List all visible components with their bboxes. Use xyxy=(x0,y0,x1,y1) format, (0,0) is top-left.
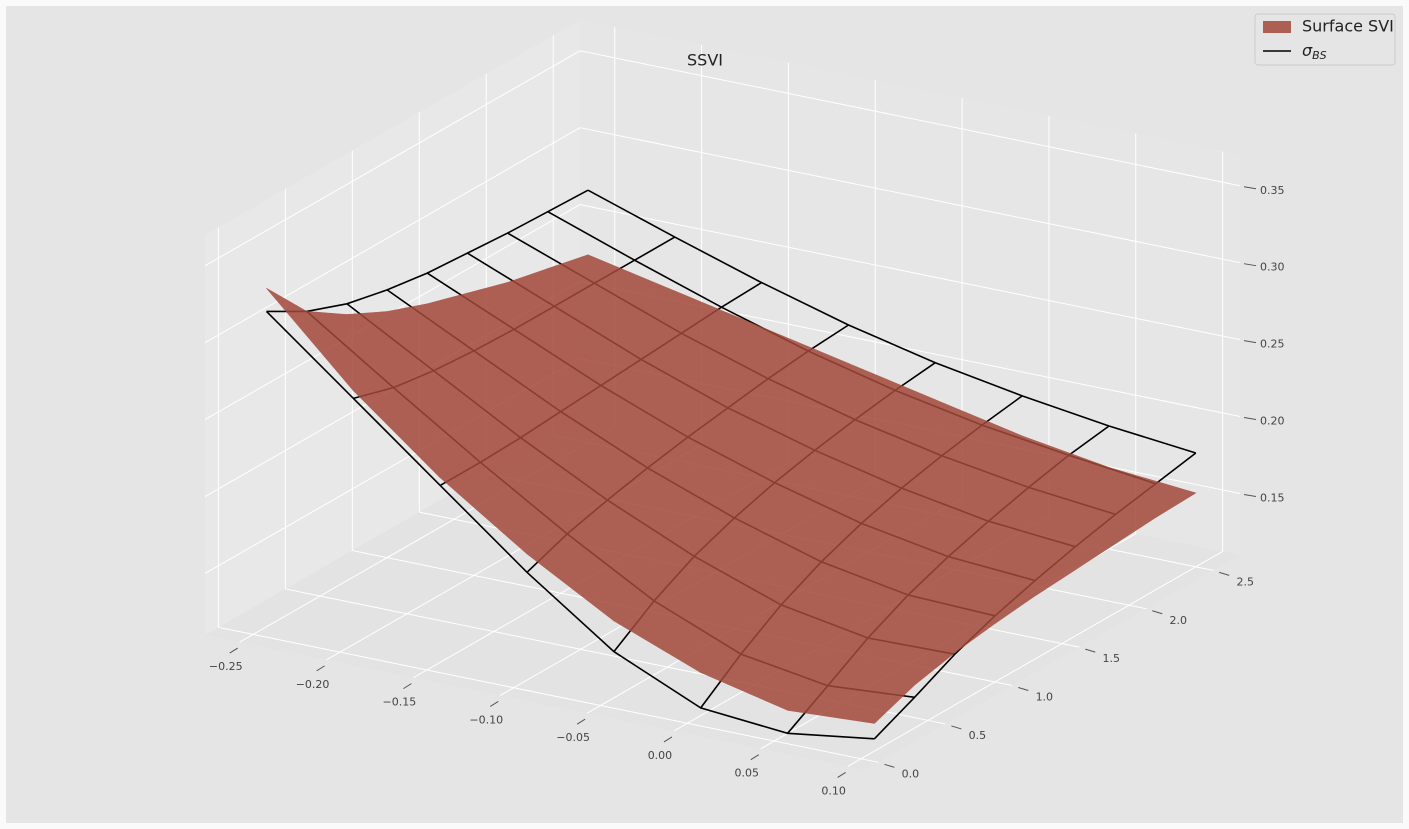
z-tick-mark xyxy=(1243,186,1257,190)
chart-title: SSVI xyxy=(687,51,723,70)
y-tick-label: 0.5 xyxy=(969,729,987,742)
x-tick-label: 0.10 xyxy=(821,784,846,797)
y-tick-mark xyxy=(1152,610,1163,615)
wireframe-line xyxy=(587,189,1197,454)
x-tick-label: −0.25 xyxy=(209,660,243,673)
grid-line xyxy=(204,127,581,344)
y-tick-label: 0.0 xyxy=(902,767,920,780)
x-tick-label: 0.05 xyxy=(735,767,760,780)
legend-label: Surface SVI xyxy=(1302,17,1394,36)
legend-swatch xyxy=(1263,21,1291,33)
x-tick-mark xyxy=(229,647,239,654)
y-tick-mark xyxy=(951,725,962,730)
legend: Surface SVI σBS xyxy=(1254,13,1396,66)
z-tick-mark xyxy=(1243,340,1257,344)
y-tick-mark xyxy=(1219,571,1230,576)
x-tick-mark xyxy=(576,718,586,725)
z-tick-mark xyxy=(1243,263,1257,267)
legend-label: σBS xyxy=(1302,41,1327,63)
grid-line xyxy=(218,626,879,763)
grid-line xyxy=(579,204,1241,341)
y-tick-mark xyxy=(1018,687,1029,692)
z-tick-mark xyxy=(1243,417,1257,421)
z-tick-label: 0.15 xyxy=(1260,491,1285,504)
grid-line xyxy=(579,50,1241,187)
x-tick-mark xyxy=(663,736,673,743)
x-tick-label: −0.05 xyxy=(556,731,590,744)
y-tick-mark xyxy=(1085,648,1096,653)
y-tick-mark xyxy=(884,763,895,768)
y-tick-label: 2.5 xyxy=(1236,575,1254,588)
ticks: −0.25 −0.20 −0.15 −0.10 −0.05 0.00 0.05 0.10 0.0… xyxy=(209,184,1285,798)
x-tick-label: −0.20 xyxy=(296,678,330,691)
wireframe-line xyxy=(266,189,589,313)
y-tick-label: 1.5 xyxy=(1103,652,1121,665)
z-tick-mark xyxy=(1243,493,1257,497)
z-tick-label: 0.35 xyxy=(1260,184,1285,197)
grid-line xyxy=(579,127,1241,264)
x-tick-mark xyxy=(750,754,760,761)
x-tick-mark xyxy=(489,700,499,707)
y-tick-label: 2.0 xyxy=(1170,614,1188,627)
x-tick-mark xyxy=(837,772,846,778)
x-tick-label: −0.10 xyxy=(469,713,503,726)
surface xyxy=(266,254,1197,724)
x-tick-mark xyxy=(403,683,412,690)
surface-patch xyxy=(787,663,916,724)
x-tick-label: 0.00 xyxy=(648,749,673,762)
z-tick-label: 0.20 xyxy=(1260,415,1285,428)
z-tick-label: 0.25 xyxy=(1260,338,1285,351)
wireframe-line xyxy=(265,310,875,740)
y-tick-label: 1.0 xyxy=(1036,691,1054,704)
x-tick-label: −0.15 xyxy=(383,696,417,709)
grid-line xyxy=(204,50,581,267)
grid-line xyxy=(847,551,1223,767)
x-tick-mark xyxy=(316,665,325,672)
z-tick-label: 0.30 xyxy=(1260,261,1285,274)
